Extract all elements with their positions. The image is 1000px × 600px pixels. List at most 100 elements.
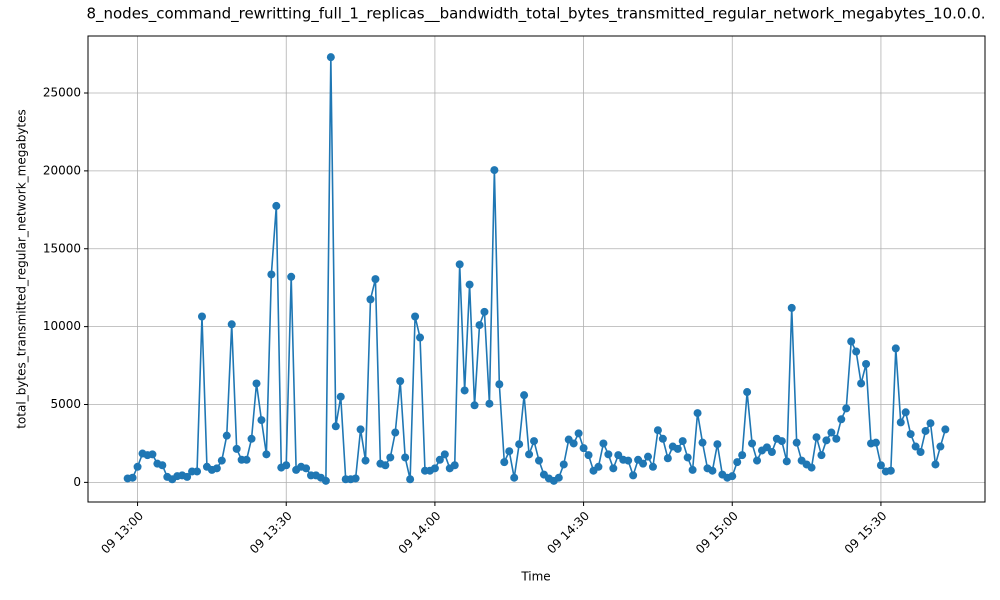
point (609, 464, 618, 473)
point (554, 473, 563, 482)
point (574, 429, 583, 438)
point (683, 453, 692, 462)
y-tick-label: 10000 (43, 319, 81, 333)
point (133, 462, 142, 471)
point (832, 434, 841, 443)
y-tick-label: 25000 (43, 86, 81, 100)
point (688, 465, 697, 474)
point (931, 460, 940, 469)
point (430, 464, 439, 473)
point (455, 260, 464, 269)
point (733, 458, 742, 467)
point (916, 448, 925, 457)
point (460, 386, 469, 395)
point (450, 461, 459, 470)
point (653, 426, 662, 435)
point (569, 439, 578, 448)
point (663, 454, 672, 463)
point (475, 321, 484, 330)
point (584, 451, 593, 460)
point (792, 438, 801, 447)
point (183, 472, 192, 481)
point (212, 464, 221, 473)
point (847, 337, 856, 346)
point (416, 333, 425, 342)
point (743, 388, 752, 397)
point (242, 455, 251, 464)
point (197, 312, 206, 321)
plot-frame (87, 35, 986, 503)
point (356, 425, 365, 434)
point (520, 391, 529, 400)
point (257, 416, 266, 425)
point (822, 436, 831, 445)
point (326, 53, 335, 62)
point (366, 295, 375, 304)
point (644, 452, 653, 461)
point (525, 450, 534, 459)
point (505, 447, 514, 456)
point (401, 453, 410, 462)
point (128, 473, 137, 482)
point (817, 451, 826, 460)
point (252, 379, 261, 388)
point (158, 461, 167, 470)
point (440, 450, 449, 459)
point (262, 450, 271, 459)
point (911, 442, 920, 451)
point (227, 320, 236, 329)
point (406, 475, 415, 484)
point (247, 434, 256, 443)
point (891, 344, 900, 353)
point (470, 401, 479, 410)
point (534, 456, 543, 465)
point (738, 451, 747, 460)
point (510, 473, 519, 482)
point (530, 437, 539, 446)
point (222, 431, 231, 440)
y-tick-label: 20000 (43, 163, 81, 177)
point (777, 437, 786, 446)
point (852, 347, 861, 356)
point (648, 462, 657, 471)
point (361, 456, 370, 465)
y-tick-label: 15000 (43, 241, 81, 255)
point (837, 415, 846, 424)
point (698, 438, 707, 447)
point (827, 428, 836, 437)
point (371, 275, 380, 284)
point (391, 428, 400, 437)
point (871, 438, 880, 447)
y-axis-label: total_bytes_transmitted_regular_network_… (15, 109, 29, 429)
point (886, 466, 895, 475)
point (193, 467, 202, 476)
point (693, 409, 702, 418)
point (926, 419, 935, 428)
point (287, 272, 296, 281)
point (282, 461, 291, 470)
point (386, 453, 395, 462)
point (782, 457, 791, 466)
point (331, 422, 340, 431)
point (901, 408, 910, 417)
point (559, 460, 568, 469)
point (728, 472, 737, 481)
point (336, 392, 345, 401)
point (713, 440, 722, 449)
point (515, 440, 524, 449)
point (906, 430, 915, 439)
point (148, 450, 157, 459)
point (396, 377, 405, 386)
y-tick-label: 5000 (50, 397, 81, 411)
point (579, 444, 588, 453)
point (842, 404, 851, 413)
point (807, 463, 816, 472)
point (936, 442, 945, 451)
point (941, 425, 950, 434)
point (232, 444, 241, 453)
point (480, 307, 489, 316)
point (599, 439, 608, 448)
point (435, 455, 444, 464)
